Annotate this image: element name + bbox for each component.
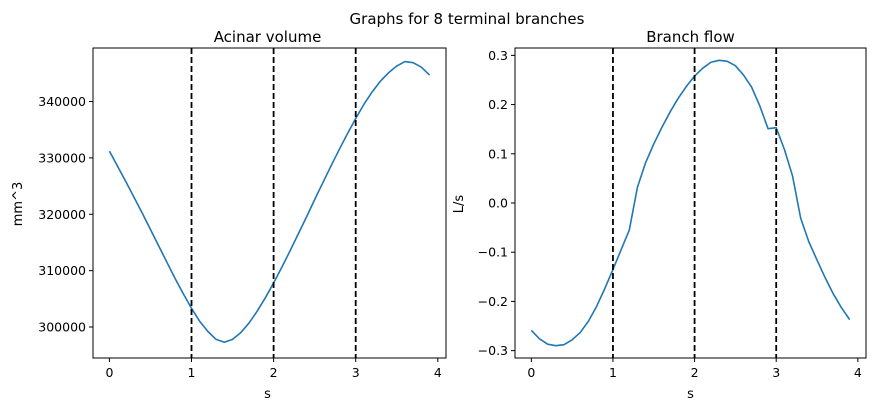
branch-flow-ytick-label: −0.2	[478, 294, 508, 309]
branch-flow-xtick-label: 3	[772, 365, 780, 380]
acinar-volume-ytick-label: 330000	[38, 150, 86, 165]
acinar-volume-ytick-label: 340000	[38, 94, 86, 109]
branch-flow-ylabel: L/s	[452, 195, 467, 214]
acinar-volume-axes-frame	[92, 47, 447, 359]
acinar-volume-series-line	[108, 60, 431, 344]
branch-flow-ytick-label: 0.3	[488, 48, 508, 63]
acinar-volume-title: Acinar volume	[214, 28, 322, 46]
acinar-volume-ylabel: mm^3	[11, 182, 26, 227]
branch-flow-xtick-label: 1	[609, 365, 617, 380]
branch-flow-axes-frame	[514, 47, 867, 359]
branch-flow-xlabel: s	[687, 387, 694, 402]
branch-flow-ytick-label: −0.3	[478, 343, 508, 358]
branch-flow-title: Branch flow	[646, 28, 735, 46]
acinar-volume-xlabel: s	[264, 387, 271, 402]
acinar-volume-ytick-label: 310000	[38, 263, 86, 278]
branch-flow-ytick-label: 0.1	[488, 146, 508, 161]
branch-flow-series-line	[530, 59, 851, 347]
branch-flow-panel: Branch flow s L/s 0 1 2 3 4 −0.3 −0.2 −0.1 0.0 0.…	[452, 28, 867, 402]
acinar-volume-ytick-label: 320000	[38, 207, 86, 222]
acinar-volume-xtick-label: 4	[434, 365, 442, 380]
acinar-volume-xtick-label: 2	[270, 365, 278, 380]
branch-flow-xtick-label: 2	[691, 365, 699, 380]
branch-flow-ytick-label: 0.2	[488, 97, 508, 112]
acinar-volume-xtick-label: 3	[352, 365, 360, 380]
branch-flow-ytick-label: 0.0	[488, 196, 508, 211]
acinar-volume-xtick-label: 1	[188, 365, 196, 380]
acinar-volume-panel: Acinar volume s mm^3 0 1 2 3 4 300000 310000 32…	[11, 28, 447, 402]
acinar-volume-xtick-label: 0	[105, 365, 113, 380]
branch-flow-ytick-label: −0.1	[478, 245, 508, 260]
figure-suptitle: Graphs for 8 terminal branches	[350, 10, 585, 28]
acinar-volume-ytick-label: 300000	[38, 320, 86, 335]
branch-flow-xtick-label: 0	[527, 365, 535, 380]
branch-flow-xtick-label: 4	[854, 365, 862, 380]
